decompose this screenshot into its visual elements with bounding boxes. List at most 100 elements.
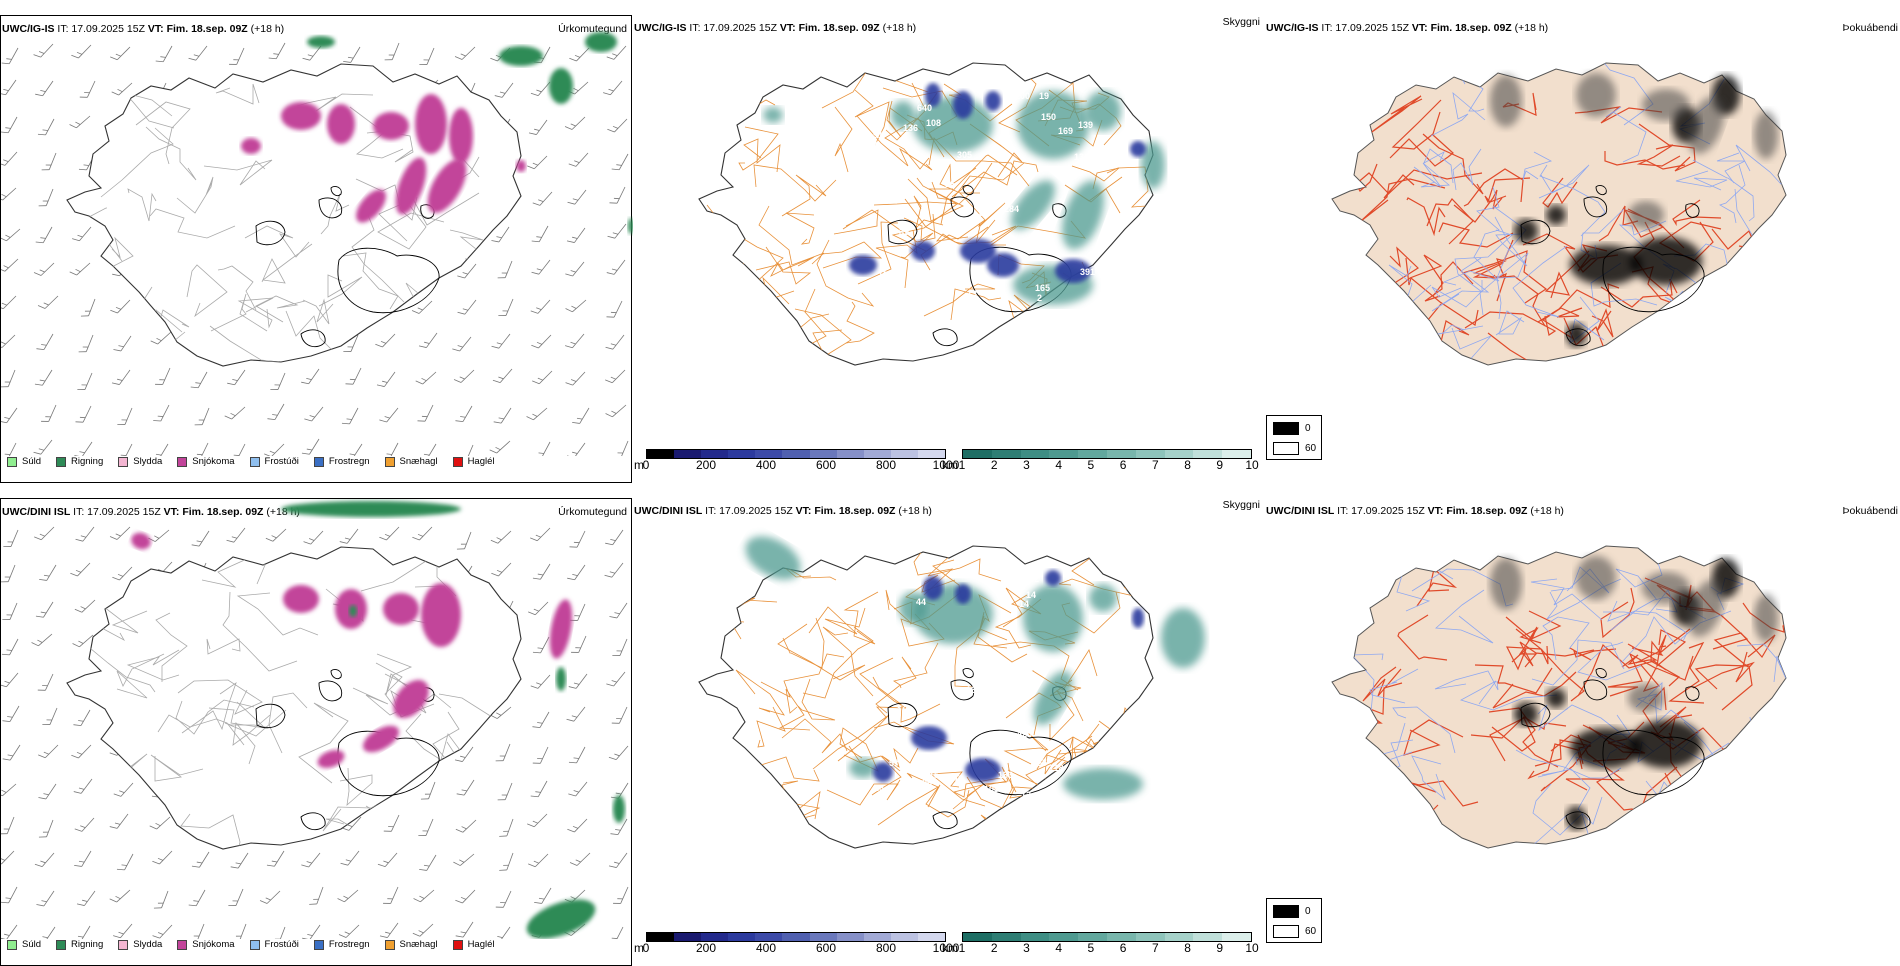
wind-barb <box>1 562 15 584</box>
colorbar-tick-label: 800 <box>876 941 896 955</box>
wind-barb <box>301 365 319 386</box>
road-line <box>1713 774 1785 801</box>
wind-barb <box>150 812 170 831</box>
colorbar-tick-label: 4 <box>1055 458 1062 472</box>
precip-legend-item: Súld <box>7 939 41 950</box>
elevation-label: 130 <box>1012 682 1027 692</box>
wind-barb <box>38 291 58 311</box>
wind-barb <box>529 116 547 137</box>
wind-barb <box>1 224 20 243</box>
colorbar-segment <box>755 933 782 941</box>
elevation-label: 19 <box>1039 91 1049 101</box>
road-line <box>1092 255 1168 290</box>
road-line <box>1689 294 1722 323</box>
wind-barb <box>190 921 204 939</box>
wind-barb <box>117 405 132 427</box>
wind-barb <box>495 79 513 100</box>
visibility-map: 6401362351399633918115016915193931132841… <box>633 15 1265 445</box>
colorbar-tick-label: 800 <box>876 458 896 472</box>
colorbar-segment <box>992 933 1021 941</box>
field-area <box>327 104 355 144</box>
wind-barb <box>531 778 547 800</box>
colorbar-segment <box>918 450 945 458</box>
legend-label: Slydda <box>133 456 162 467</box>
precip-legend-item: Frostregn <box>314 939 370 950</box>
colorbar-segment <box>992 450 1021 458</box>
road-line <box>1723 283 1757 334</box>
elevation-label: 105 <box>984 784 999 794</box>
wind-barb <box>269 40 285 62</box>
wind-barb <box>610 184 625 206</box>
legend-label: Frostúði <box>265 456 299 467</box>
wind-barb <box>609 849 627 870</box>
field-area <box>965 758 1001 782</box>
colorbar-segment <box>1136 450 1165 458</box>
elevation-label: 640 <box>917 103 932 113</box>
wind-barb <box>412 522 432 542</box>
field-area <box>955 584 971 604</box>
legend-swatch <box>177 457 187 467</box>
wind-barb <box>76 523 94 544</box>
wind-barb <box>35 366 52 388</box>
wind-barb <box>607 298 622 320</box>
wind-barb <box>377 368 395 389</box>
colorbar-segment <box>1222 450 1251 458</box>
elevation-label: 169 <box>1058 126 1073 136</box>
wind-barb <box>38 780 56 801</box>
elevation-label: 102 <box>1024 574 1039 584</box>
wind-barb <box>151 440 168 456</box>
wind-barb <box>81 296 95 318</box>
precip-legend-item: Snjókoma <box>177 939 234 950</box>
elevation-label: 14 <box>1019 599 1029 609</box>
wind-barb <box>455 885 475 905</box>
wind-barb <box>79 332 93 354</box>
wind-barb <box>34 258 54 278</box>
wind-barb <box>346 365 361 387</box>
legend-swatch <box>56 940 66 950</box>
wind-barb <box>570 601 585 623</box>
wind-barb <box>38 740 58 760</box>
wind-barb <box>34 522 54 542</box>
field-area <box>1063 768 1143 800</box>
fog-legend-swatch <box>1273 905 1299 918</box>
wind-barb <box>455 42 475 62</box>
wind-barb <box>3 527 18 549</box>
field-area <box>1089 584 1117 612</box>
field-area <box>911 241 935 261</box>
wind-barb <box>189 887 205 909</box>
wind-barb <box>606 668 625 689</box>
wind-barb <box>72 223 91 244</box>
precip-legend-item: Snæhagl <box>385 939 438 950</box>
colorbar-segment <box>1049 933 1078 941</box>
wind-barb <box>419 851 436 873</box>
wind-barb <box>569 43 589 63</box>
wind-barb <box>453 849 474 868</box>
wind-barb <box>80 78 95 100</box>
fog-legend-label: 0 <box>1305 906 1311 917</box>
colorbar-tick-label: 0 <box>643 458 650 472</box>
wind-barb <box>36 331 53 353</box>
precip-legend-item: Haglél <box>453 456 495 467</box>
wind-barb <box>35 848 54 868</box>
colorbar-tick-label: 200 <box>696 941 716 955</box>
wind-barb <box>568 778 587 799</box>
wind-barb <box>533 560 550 582</box>
legend-label: Frostúði <box>265 939 299 950</box>
wind-barb <box>41 402 56 424</box>
legend-label: Frostregn <box>329 456 370 467</box>
wind-barb <box>70 258 90 277</box>
wind-barb <box>606 400 626 419</box>
field-area <box>349 605 357 617</box>
legend-swatch <box>250 940 260 950</box>
legend-label: Súld <box>22 939 41 950</box>
road-line <box>414 797 462 829</box>
wind-barb <box>528 597 548 617</box>
wind-barb <box>77 370 92 392</box>
wind-barb <box>419 329 437 350</box>
wind-barb <box>605 559 623 580</box>
wind-barb <box>605 365 625 385</box>
wind-barb <box>534 884 551 906</box>
field-area <box>549 68 573 104</box>
wind-barb <box>572 404 589 426</box>
